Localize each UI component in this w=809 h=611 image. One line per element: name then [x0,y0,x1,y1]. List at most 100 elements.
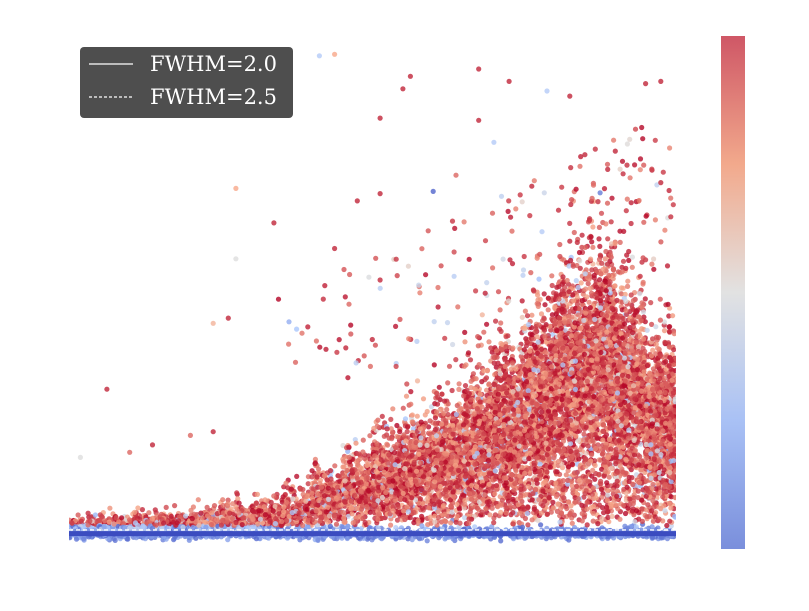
scatter-point [256,526,262,532]
scatter-point-base [125,536,131,542]
scatter-point [348,498,354,504]
scatter-point [400,490,406,496]
scatter-point [288,486,294,492]
scatter-point [388,522,394,528]
scatter-point [174,520,180,526]
scatter-point [376,505,382,512]
scatter-point [384,426,390,432]
scatter-point [392,450,398,456]
scatter-point [371,425,377,431]
scatter-point [88,514,95,520]
scatter-point [204,504,210,510]
scatter-point [250,508,257,515]
scatter-point [327,468,334,474]
scatter-point [204,513,211,519]
scatter-point [400,405,406,411]
scatter-point [273,516,279,522]
scatter-point [334,484,341,490]
scatter-point [425,495,431,501]
scatter-point [395,434,401,440]
scatter-point [379,413,385,419]
scatter-point [135,522,141,528]
scatter-point [426,505,432,511]
scatter-point [417,426,423,432]
scatter-point [425,471,431,477]
scatter-point [392,445,399,451]
scatter-point [355,480,362,486]
scatter-point [255,521,261,527]
scatter-point [363,481,369,487]
scatter-point [333,521,340,527]
scatter-point [203,524,209,530]
scatter-point [407,472,413,478]
scatter-point [359,488,365,494]
scatter-point [234,490,240,496]
scatter-point-base [370,535,376,541]
scatter-point [424,442,430,448]
scatter-point-base [257,536,263,542]
scatter-point [350,520,356,526]
scatter-point [239,522,245,528]
scatter-point [195,497,201,503]
scatter-point [127,517,133,523]
scatter-point-base [315,537,321,544]
scatter-point [389,430,396,436]
scatter-point [270,508,276,514]
scatter-point [318,515,324,521]
scatter-point [208,521,214,528]
scatter-point [364,504,370,510]
scatter-point [362,519,368,526]
scatter-point [131,509,138,515]
scatter-point-base [498,538,504,544]
scatter-point-base [171,537,177,543]
scatter-point [324,477,330,483]
scatter-point [375,516,381,523]
scatter-point [332,463,338,469]
scatter-point [352,492,358,498]
scatter-point [353,440,359,446]
scatter-point [411,459,417,465]
scatter-point [414,413,420,419]
scatter-point [346,454,352,460]
scatter-point [257,516,263,522]
scatter-point [342,519,348,525]
scatter-point [340,509,346,516]
scatter-point [402,466,408,472]
scatter-point [141,524,147,531]
scatter-point [161,520,167,526]
scatter-point [318,484,325,490]
scatter-point [325,485,331,491]
scatter-point [378,457,384,463]
scatter-point [385,471,391,477]
scatter-point [344,467,350,474]
scatter-point-base [450,536,456,542]
scatter-point-base [409,537,415,543]
scatter-point [236,510,242,516]
scatter-point [418,486,424,493]
scatter-point [85,510,91,516]
scatter-point [420,474,427,480]
scatter-point [449,387,455,394]
scatter-point [220,497,226,503]
scatter-point [314,474,320,480]
scatter-point-base [649,524,655,530]
scatter-point [111,521,117,527]
scatter-point-base [489,524,495,530]
scatter-point [300,522,306,529]
scatter-point [225,501,231,507]
scatter-point [253,500,259,507]
scatter-point [254,491,260,497]
scatter-point [349,468,355,474]
scatter-point [263,507,269,513]
scatter-point [360,437,366,443]
scatter-point [313,508,319,514]
scatter-point [224,519,230,525]
scatter-point [412,478,419,484]
scatter-point [405,509,411,515]
scatter-point [374,441,380,447]
scatter-point [296,510,302,516]
scatter-point [120,520,126,526]
scatter-point [418,435,424,441]
scatter-point [445,380,451,386]
scatter-point [424,465,430,471]
